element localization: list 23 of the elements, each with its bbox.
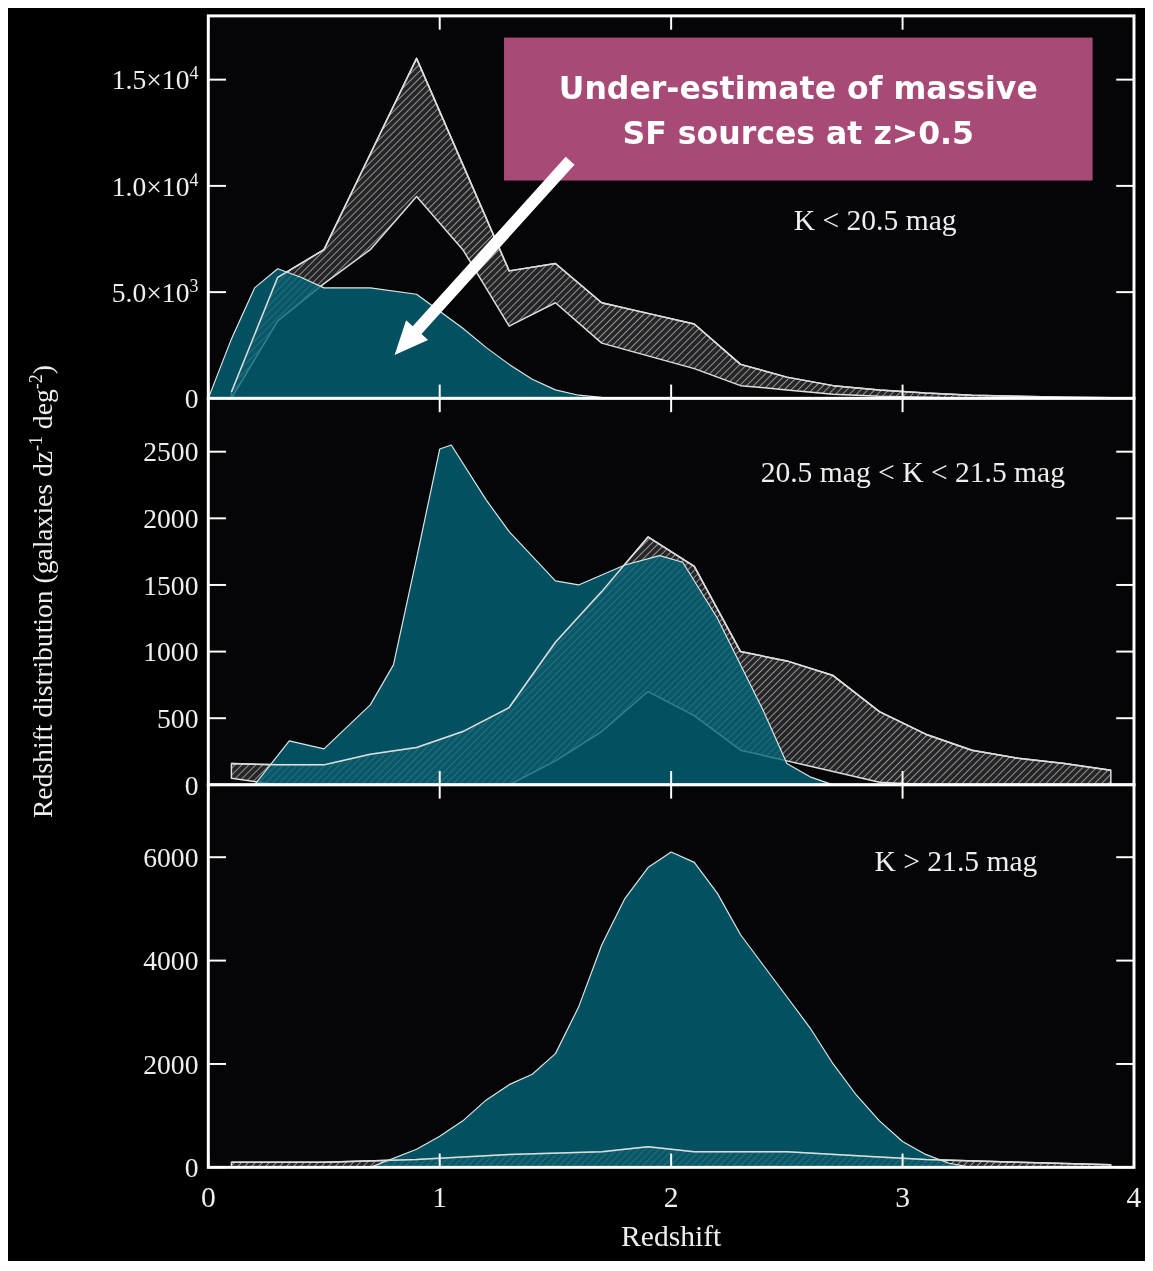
y-tick-label: 4000 <box>143 945 199 977</box>
text: K > 21.5 mag <box>874 845 1038 878</box>
annotation: Under-estimate of massive SF sources at z>0.5 <box>558 69 1038 152</box>
x-tick-label: 1 <box>432 1180 448 1213</box>
y-tick-label: 5.0×10$^{3}$ <box>111 275 199 308</box>
x-tick-label: 3 <box>895 1180 910 1213</box>
y-tick-label: 0 <box>184 769 199 801</box>
y-tick-label: 0 <box>184 383 199 415</box>
y-tick-label: 1.5×10$^{4}$ <box>111 63 199 96</box>
y-tick-label: 2000 <box>143 502 199 534</box>
y-tick-label: 2000 <box>143 1048 199 1080</box>
x-axis-title: Redshift <box>621 1220 723 1253</box>
y-tick-label: 2500 <box>143 436 199 468</box>
text: 20.5 mag < K < 21.5 mag <box>760 455 1066 488</box>
x-tick-label: 2 <box>663 1180 679 1213</box>
y-tick-label: 6000 <box>143 841 199 873</box>
y-tick-label: 0 <box>184 1152 199 1184</box>
y-tick-label: 1500 <box>143 569 199 601</box>
y-tick-label: 1000 <box>143 636 199 668</box>
x-tick-label: 4 <box>1126 1180 1142 1213</box>
y-tick-label: 500 <box>157 702 199 734</box>
y-tick-label: 1.0×10$^{4}$ <box>111 169 199 202</box>
text: K < 20.5 mag <box>793 204 957 237</box>
